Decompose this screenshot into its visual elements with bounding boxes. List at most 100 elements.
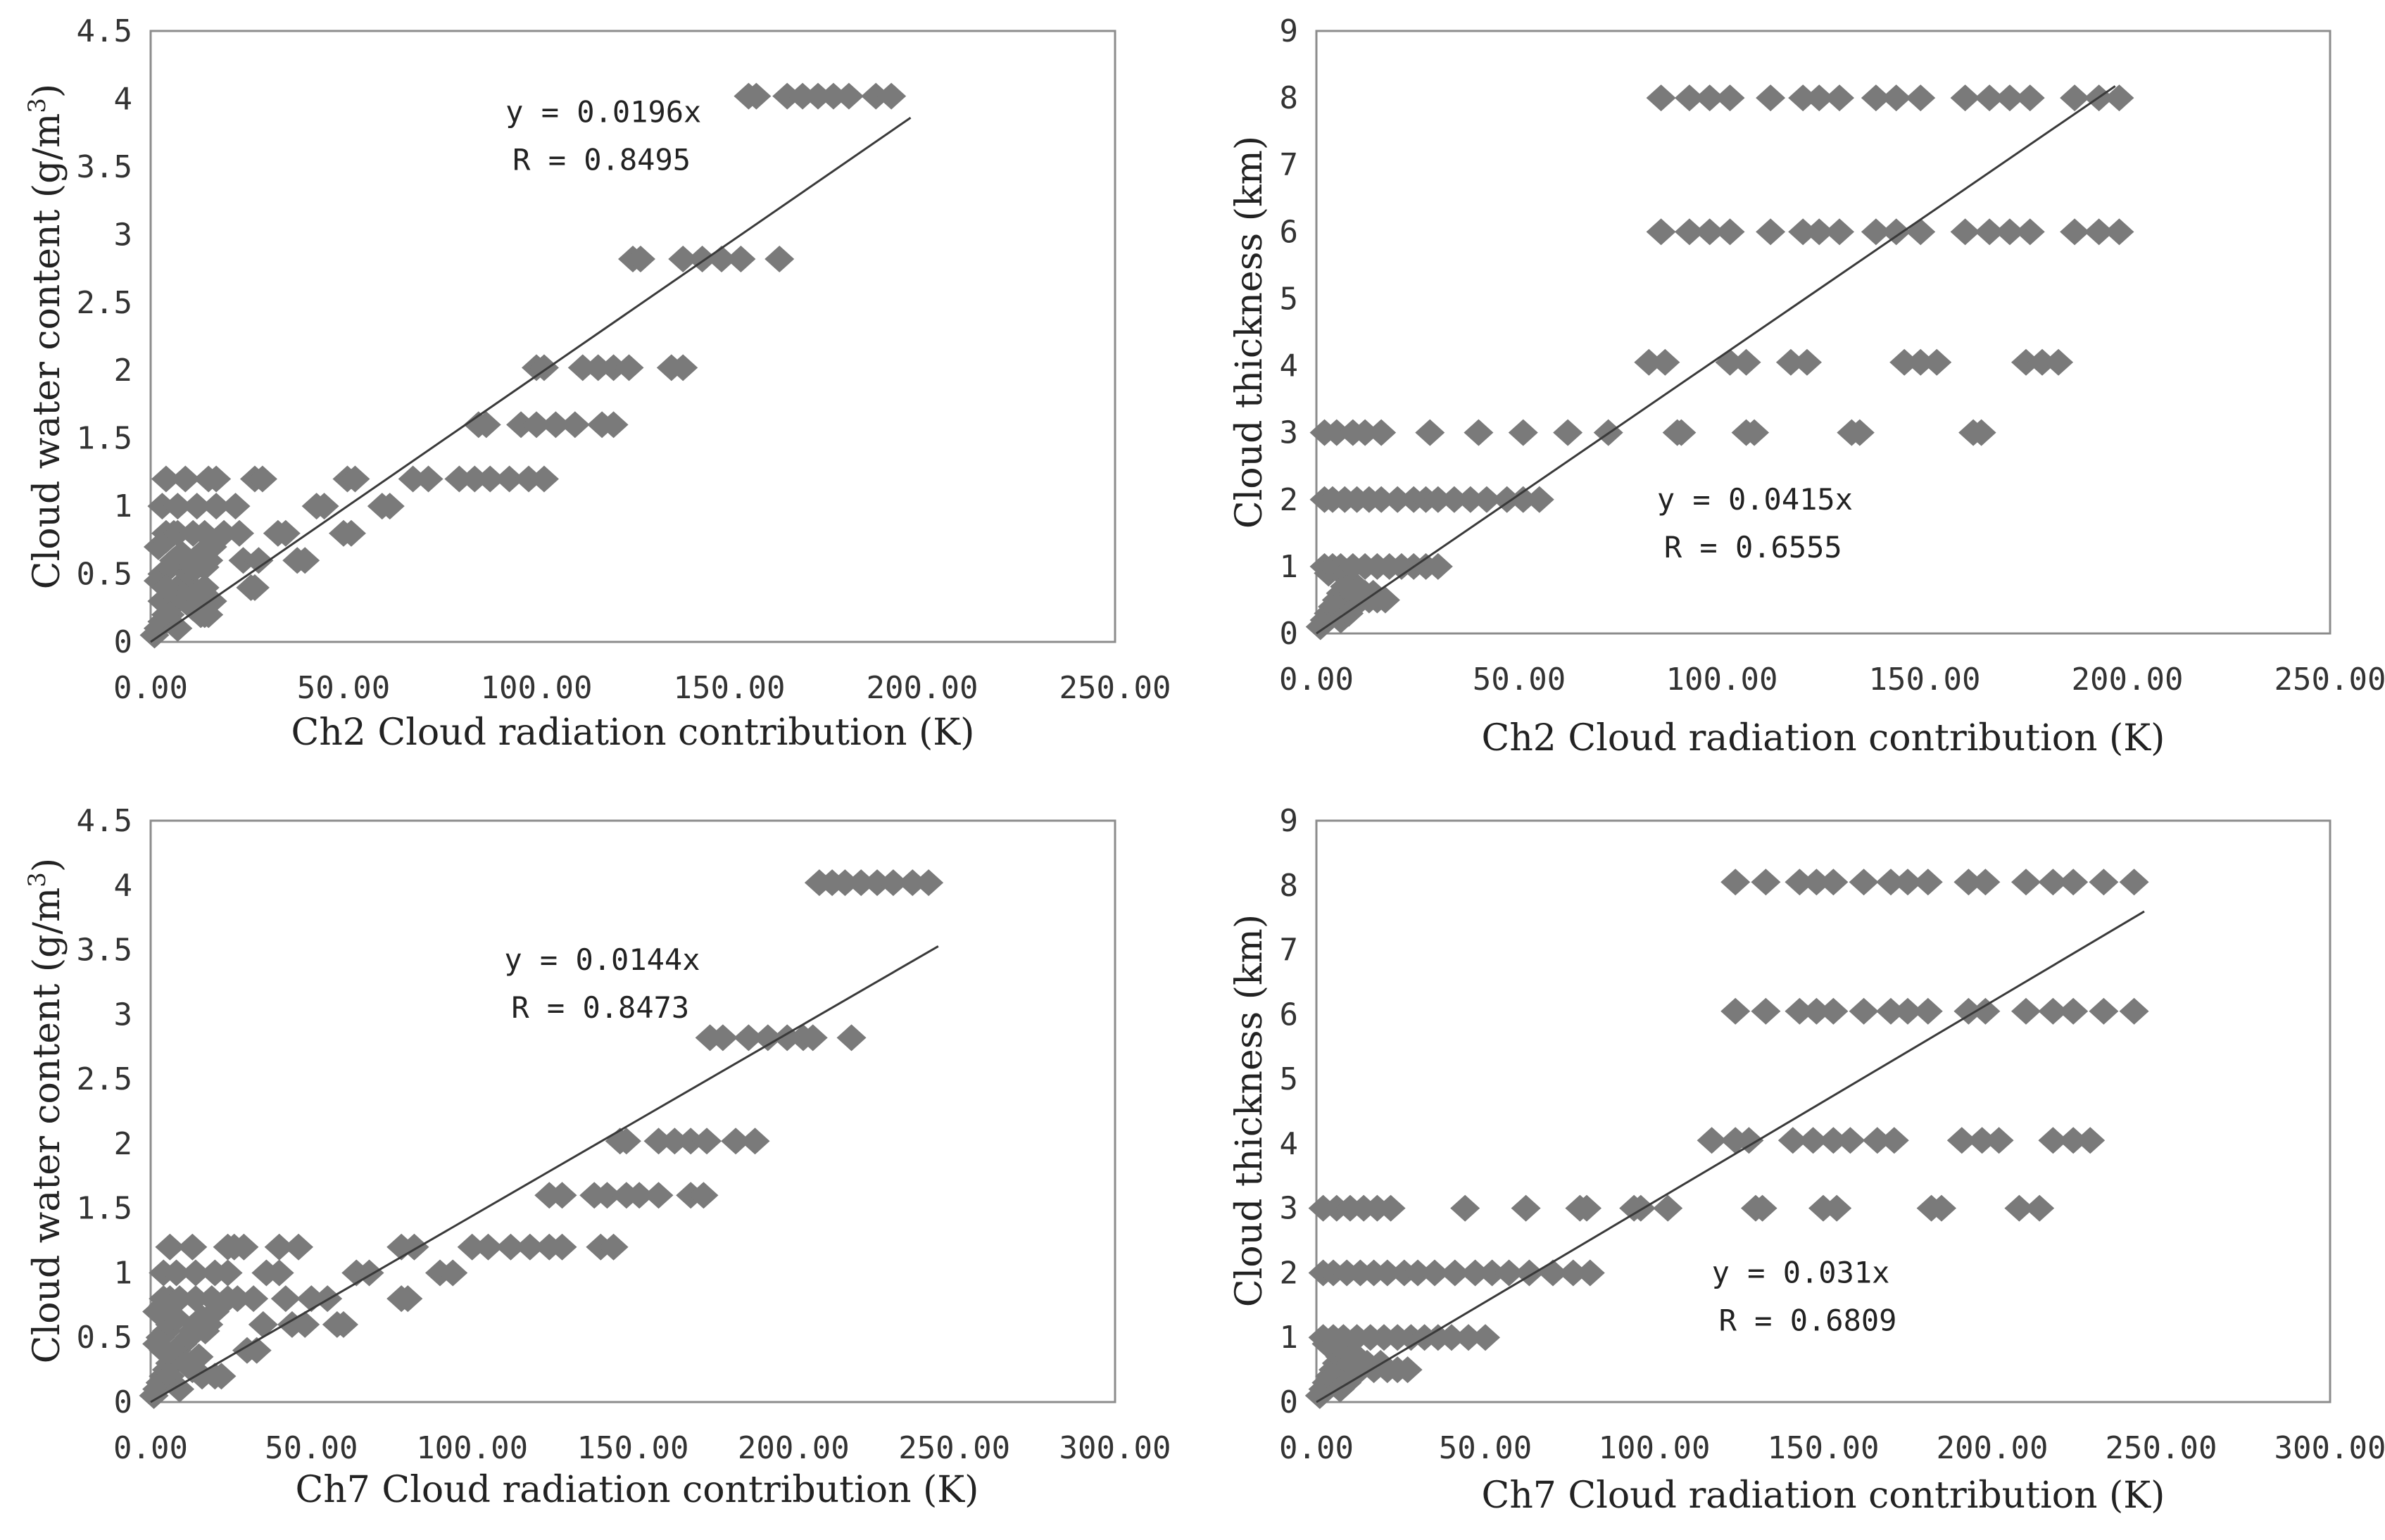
data-point-marker xyxy=(201,465,232,493)
equation-label: y = 0.0144x xyxy=(504,942,700,977)
y-tick-label: 4.5 xyxy=(77,13,132,49)
data-point-marker xyxy=(2015,84,2045,112)
data-point-marker xyxy=(1849,997,1879,1025)
data-point-marker xyxy=(1801,869,1832,896)
data-point-marker xyxy=(1950,84,1980,112)
data-point-marker xyxy=(1674,218,1704,246)
data-point-marker xyxy=(592,1182,622,1209)
data-point-marker xyxy=(1906,84,1936,112)
data-point-marker xyxy=(1913,997,1943,1025)
data-point-marker xyxy=(2011,869,2041,896)
x-tick-label: 50.00 xyxy=(1439,1430,1532,1466)
data-point-marker xyxy=(264,1259,294,1287)
data-point-marker xyxy=(1822,1194,1852,1222)
y-tick-label: 0.5 xyxy=(77,1320,132,1356)
data-point-marker xyxy=(529,465,559,493)
data-point-marker xyxy=(1984,1127,2014,1154)
y-tick-label: 5 xyxy=(1280,281,1299,317)
data-point-marker xyxy=(1825,218,1855,246)
data-point-marker xyxy=(147,493,177,520)
data-point-marker xyxy=(213,1259,243,1287)
data-point-marker xyxy=(457,1233,487,1261)
y-tick-label: 1 xyxy=(1280,549,1299,585)
data-point-marker xyxy=(1366,486,1397,513)
data-point-marker xyxy=(2011,997,2041,1025)
x-tick-label: 50.00 xyxy=(265,1430,358,1466)
x-tick-label: 150.00 xyxy=(577,1430,689,1466)
data-point-marker xyxy=(772,1024,803,1052)
data-point-marker xyxy=(1464,419,1494,446)
data-point-marker xyxy=(1694,84,1725,112)
data-point-marker xyxy=(1440,1259,1470,1287)
data-point-marker xyxy=(1372,1259,1402,1287)
data-markers xyxy=(1304,869,2149,1409)
y-tick-label: 9 xyxy=(1280,13,1299,49)
y-axis-label: Cloud water content (g/m3) xyxy=(23,84,68,589)
data-point-marker xyxy=(788,82,818,110)
data-point-marker xyxy=(643,1182,674,1209)
data-point-marker xyxy=(898,869,928,897)
data-point-marker xyxy=(196,1285,227,1313)
data-point-marker xyxy=(1835,1127,1865,1154)
data-point-marker xyxy=(2104,218,2134,246)
data-point-marker xyxy=(163,493,193,520)
y-tick-label: 1 xyxy=(1280,1320,1299,1356)
data-point-marker xyxy=(522,411,551,438)
data-point-marker xyxy=(163,614,193,642)
x-tick-label: 200.00 xyxy=(2072,662,2184,698)
data-point-marker xyxy=(340,465,370,493)
data-point-marker xyxy=(473,1233,503,1261)
data-point-marker xyxy=(1734,1127,1764,1154)
x-tick-label: 250.00 xyxy=(2274,662,2385,698)
data-point-marker xyxy=(861,82,891,110)
y-axis-label-end: ) xyxy=(26,858,68,872)
y-tick-label: 4 xyxy=(1280,1126,1299,1162)
x-tick-labels: 0.00 50.00 100.00 150.00 200.00 250.00 xyxy=(113,670,1171,706)
data-point-marker xyxy=(1792,348,1822,376)
data-point-marker xyxy=(1927,1194,1956,1222)
data-point-marker xyxy=(184,1343,214,1370)
y-tick-label: 8 xyxy=(1280,80,1299,116)
x-tick-labels: 0.00 50.00 100.00 150.00 200.00 250.00 300.00 xyxy=(1279,1430,2385,1466)
data-point-marker xyxy=(398,465,428,493)
data-point-marker xyxy=(1494,1259,1524,1287)
data-point-marker xyxy=(182,493,212,520)
x-tick-label: 0.00 xyxy=(1279,1430,1354,1466)
data-point-marker xyxy=(1575,1259,1605,1287)
data-point-marker xyxy=(1994,84,2025,112)
data-point-marker xyxy=(721,1128,751,1155)
data-point-marker xyxy=(846,869,876,897)
data-point-marker xyxy=(209,519,239,547)
x-tick-label: 100.00 xyxy=(1666,662,1778,698)
x-tick-label: 300.00 xyxy=(1059,1430,1171,1466)
x-tick-label: 50.00 xyxy=(1473,662,1566,698)
data-point-marker xyxy=(643,1128,674,1155)
equation-label: y = 0.031x xyxy=(1712,1255,1890,1289)
data-point-marker xyxy=(1922,348,1952,376)
data-point-marker xyxy=(668,246,698,273)
data-point-marker xyxy=(1471,1324,1500,1351)
equation-label: y = 0.0415x xyxy=(1657,482,1853,517)
data-point-marker xyxy=(336,519,366,547)
x-axis-label: Ch7 Cloud radiation contribution (K) xyxy=(1482,1475,2165,1517)
y-tick-label: 5 xyxy=(1280,1061,1299,1097)
data-point-marker xyxy=(1893,997,1923,1025)
y-tick-label: 4.5 xyxy=(77,803,132,839)
data-point-marker xyxy=(598,411,629,438)
y-tick-label: 0.5 xyxy=(77,557,132,593)
data-markers xyxy=(139,82,907,649)
data-point-marker xyxy=(229,1233,259,1261)
data-point-marker xyxy=(1775,348,1806,376)
data-point-marker xyxy=(878,869,908,897)
data-point-marker xyxy=(170,465,201,493)
data-point-marker xyxy=(1720,997,1751,1025)
y-axis-label: Cloud thickness (km) xyxy=(1228,914,1271,1307)
data-point-marker xyxy=(1423,553,1453,580)
data-point-marker xyxy=(1321,419,1352,446)
y-tick-labels: 0 1 2 3 4 5 6 7 8 9 xyxy=(1280,13,1299,652)
data-point-marker xyxy=(329,1311,358,1338)
data-point-marker xyxy=(2084,218,2114,246)
data-point-marker xyxy=(1785,869,1815,896)
x-tick-label: 150.00 xyxy=(1768,1430,1880,1466)
data-point-marker xyxy=(1715,218,1745,246)
